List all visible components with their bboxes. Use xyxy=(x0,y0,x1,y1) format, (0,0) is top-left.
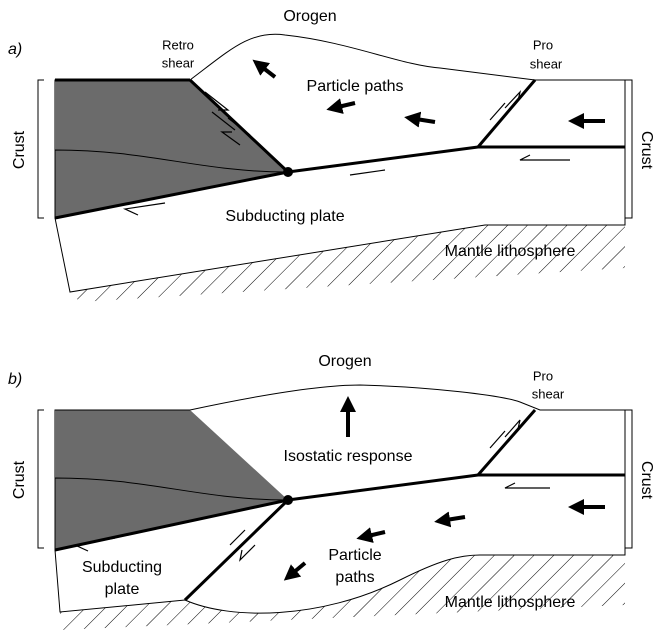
retro-shear-label: Retro xyxy=(162,37,194,52)
pro-shear-fault xyxy=(478,410,535,475)
crust-bracket-left xyxy=(38,80,44,218)
retro-shear-label: shear xyxy=(162,55,195,70)
diagram: a) Orogen Retro shear Pro shear Particle… xyxy=(0,0,655,630)
orogen-label: Orogen xyxy=(283,8,336,25)
panel-label: a) xyxy=(8,41,22,58)
particle-arrow xyxy=(416,119,435,122)
crust-label: Crust xyxy=(638,131,655,170)
orogen-label: Orogen xyxy=(318,353,371,370)
pro-shear-fault xyxy=(478,80,535,147)
singularity xyxy=(283,167,293,177)
crust-label: Crust xyxy=(11,460,28,499)
particle-arrow xyxy=(446,517,465,520)
subducting-plate-label: Subducting xyxy=(82,559,162,576)
particle-paths-label: paths xyxy=(335,569,374,586)
isostatic-label: Isostatic response xyxy=(284,448,413,465)
retro-wedge xyxy=(55,410,288,550)
pro-shear-label: Pro xyxy=(533,368,553,383)
mantle-label: Mantle lithosphere xyxy=(445,594,576,611)
particle-arrow xyxy=(368,532,385,536)
crust-label: Crust xyxy=(638,461,655,500)
particle-arrow xyxy=(338,103,355,107)
subducting-plate-label: Subducting plate xyxy=(225,208,344,225)
panel-b: b) Orogen Pro shear Isostatic response S… xyxy=(8,353,655,630)
panel-a: a) Orogen Retro shear Pro shear Particle… xyxy=(8,8,655,302)
mantle-hatch xyxy=(70,225,625,302)
particle-paths-label: Particle xyxy=(328,547,381,564)
subducting-plate-label: plate xyxy=(105,581,140,598)
panel-label: b) xyxy=(8,371,22,388)
pro-shear-label: Pro xyxy=(533,37,553,52)
crust-bracket-right xyxy=(625,80,632,218)
crust-label: Crust xyxy=(11,130,28,169)
crust-bracket-right xyxy=(625,410,632,548)
particle-paths-label: Particle paths xyxy=(307,78,404,95)
particle-arrow xyxy=(262,67,275,77)
mantle-label: Mantle lithosphere xyxy=(445,243,576,260)
singularity xyxy=(283,495,293,505)
pro-shear-label: shear xyxy=(532,386,565,401)
particle-arrow xyxy=(293,563,305,573)
pro-shear-label: shear xyxy=(530,56,563,71)
crust-bracket-left xyxy=(38,410,44,548)
retro-wedge xyxy=(55,80,288,218)
